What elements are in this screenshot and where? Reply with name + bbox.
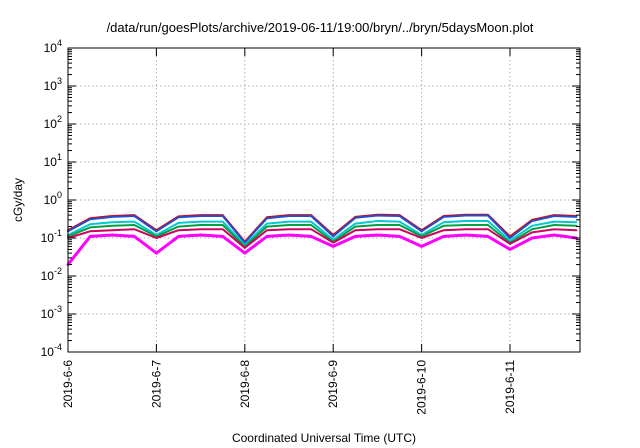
series-line — [67, 228, 578, 249]
x-tick-label: 2019-6-9 — [326, 360, 340, 408]
x-tick-label: 2019-6-8 — [238, 360, 252, 408]
y-tick-label: 10-2 — [41, 266, 62, 283]
x-axis-label: Coordinated Universal Time (UTC) — [232, 431, 416, 445]
grid — [68, 48, 580, 352]
y-axis-label: cGy/day — [11, 178, 25, 222]
y-tick-label: 10-4 — [41, 342, 62, 359]
x-tick-label: 2019-6-7 — [149, 360, 163, 408]
x-tick-label: 2019-6-6 — [61, 360, 75, 408]
y-tick-label: 10-3 — [41, 304, 62, 321]
y-tick-label: 10-1 — [41, 228, 62, 245]
y-tick-label: 102 — [44, 114, 62, 131]
y-tick-label: 100 — [44, 190, 62, 207]
series-line — [67, 220, 578, 247]
series-line — [66, 233, 578, 267]
x-tick-labels: 2019-6-6 2019-6-7 2019-6-8 2019-6-9 2019-6-1… — [61, 360, 517, 415]
chart-title: /data/run/goesPlots/archive/2019-06-11/1… — [107, 20, 534, 35]
y-tick-label: 104 — [44, 38, 62, 55]
x-tick-label: 2019-6-10 — [415, 360, 429, 415]
y-tick-label: 103 — [44, 76, 62, 93]
series-layer — [66, 213, 578, 267]
axis-ticks — [67, 47, 580, 353]
y-tick-label: 101 — [44, 152, 62, 169]
series-line — [67, 224, 578, 248]
series-line — [67, 214, 578, 244]
x-tick-label: 2019-6-11 — [503, 360, 517, 414]
y-tick-labels: 10-4 10-3 10-2 10-1 100 101 102 103 104 — [41, 38, 62, 359]
